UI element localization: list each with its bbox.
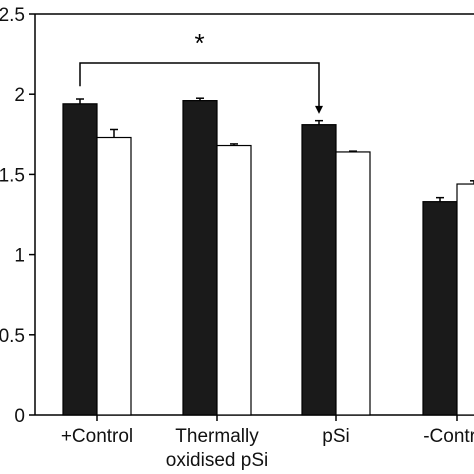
x-category-label: Thermally xyxy=(175,426,259,447)
plot-area: 0 0.5 1 1.5 2 2.5 +Control Thermally oxidised pS… xyxy=(0,5,474,471)
bar xyxy=(335,151,371,416)
bar xyxy=(62,103,98,416)
y-tick-label: 2.5 xyxy=(0,5,25,26)
bar xyxy=(456,183,474,416)
x-category-label: oxidised pSi xyxy=(166,450,268,471)
bar xyxy=(216,144,252,416)
x-category-label: -Control xyxy=(423,426,474,447)
bar xyxy=(301,124,337,416)
significance-marker: * xyxy=(194,28,204,58)
y-tick-label: 0 xyxy=(14,406,25,427)
significance-bracket xyxy=(79,62,320,112)
bar xyxy=(96,136,132,416)
significance-arrowhead xyxy=(315,105,323,114)
y-tick-label: 1.5 xyxy=(0,165,25,186)
y-tick-label: 2 xyxy=(14,85,25,106)
x-category-label: pSi xyxy=(322,426,349,447)
x-category-label: +Control xyxy=(61,426,133,447)
y-tick-label: 1 xyxy=(14,246,25,267)
y-tick-label: 0.5 xyxy=(0,326,25,347)
bar xyxy=(422,201,458,416)
bar xyxy=(182,100,218,416)
